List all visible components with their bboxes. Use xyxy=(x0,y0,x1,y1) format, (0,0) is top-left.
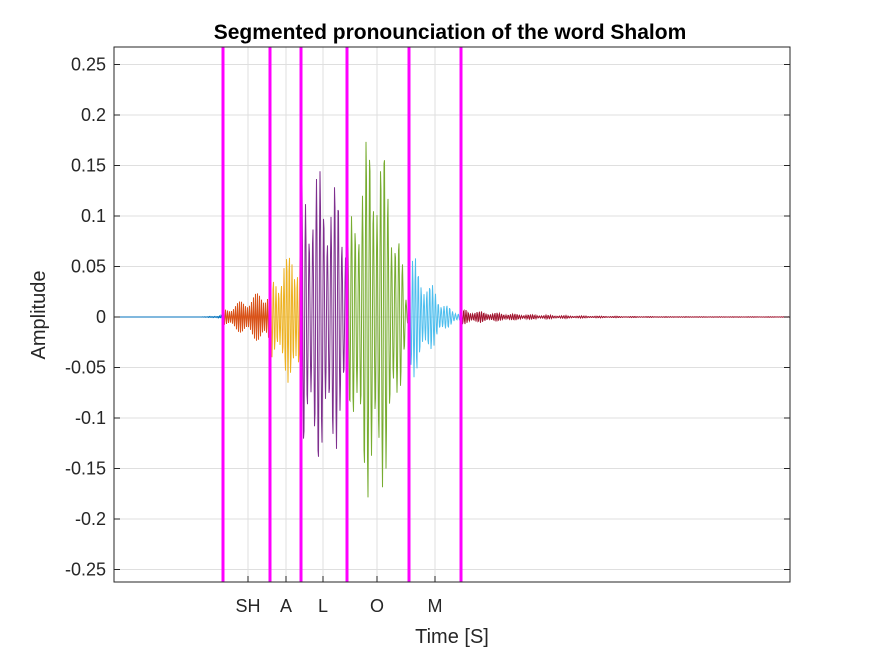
waveform-segment xyxy=(269,255,302,383)
x-axis-ticks: SH A L O M xyxy=(235,576,443,616)
chart-title: Segmented pronounciation of the word Sha… xyxy=(214,21,687,44)
x-tick-label: A xyxy=(280,596,292,616)
waveform-segment xyxy=(408,258,462,378)
x-tick-label: SH xyxy=(235,596,260,616)
y-tick-label: -0.05 xyxy=(65,358,106,378)
y-tick-label: 0.1 xyxy=(81,206,106,226)
segment-boundaries xyxy=(221,47,463,582)
x-tick-label: L xyxy=(318,596,328,616)
y-tick-label: 0 xyxy=(96,307,106,327)
y-tick-label: 0.25 xyxy=(71,55,106,75)
waveform-segment xyxy=(300,171,348,457)
y-tick-label: -0.1 xyxy=(75,408,106,428)
waveform-segment xyxy=(346,141,410,498)
waveform-segment xyxy=(222,293,271,341)
waveform-segment xyxy=(114,314,224,321)
y-axis-ticks: 0.25 0.2 0.15 0.1 0.05 0 -0.05 -0.1 -0.15 -0.2 -0.… xyxy=(65,55,790,580)
y-tick-label: 0.05 xyxy=(71,257,106,277)
plot-frame xyxy=(113,46,791,583)
y-tick-label: 0.15 xyxy=(71,156,106,176)
y-axis-label: Amplitude xyxy=(28,271,50,360)
x-axis-label: Time [S] xyxy=(415,626,489,648)
x-tick-label: M xyxy=(428,596,443,616)
y-tick-label: 0.2 xyxy=(81,105,106,125)
waveform-series xyxy=(114,141,791,498)
waveform-segment xyxy=(460,308,791,325)
y-tick-label: -0.15 xyxy=(65,459,106,479)
y-tick-label: -0.25 xyxy=(65,560,106,580)
y-tick-label: -0.2 xyxy=(75,509,106,529)
x-tick-label: O xyxy=(370,596,384,616)
